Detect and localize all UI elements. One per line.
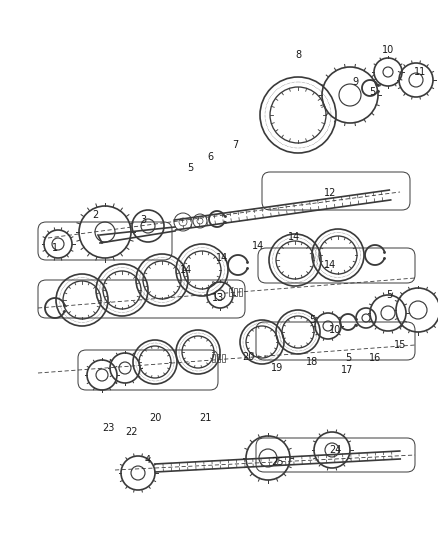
Bar: [239, 288, 242, 296]
Text: 23: 23: [102, 423, 114, 433]
Text: 21: 21: [199, 413, 211, 423]
Text: 18: 18: [306, 357, 318, 367]
Text: 12: 12: [324, 188, 336, 198]
Text: 9: 9: [352, 77, 358, 87]
Text: 14: 14: [216, 253, 228, 263]
Text: 14: 14: [324, 260, 336, 270]
Bar: [212, 354, 215, 362]
Text: 5: 5: [309, 315, 315, 325]
Text: 5: 5: [345, 353, 351, 363]
Bar: [217, 354, 220, 362]
Text: 3: 3: [140, 215, 146, 225]
Text: 10: 10: [382, 45, 394, 55]
Text: 5: 5: [386, 290, 392, 300]
Text: 14: 14: [180, 265, 192, 275]
Text: 13: 13: [212, 293, 224, 303]
Text: 24: 24: [329, 445, 341, 455]
Text: 25: 25: [272, 457, 284, 467]
Bar: [229, 288, 232, 296]
Text: 7: 7: [232, 140, 238, 150]
Text: 1: 1: [52, 243, 58, 253]
Bar: [222, 354, 225, 362]
Text: 20: 20: [149, 413, 161, 423]
Text: 17: 17: [341, 365, 353, 375]
Text: 15: 15: [394, 340, 406, 350]
Bar: [234, 288, 237, 296]
Text: 4: 4: [145, 455, 151, 465]
Text: 10: 10: [329, 325, 341, 335]
Text: 19: 19: [271, 363, 283, 373]
Text: 5: 5: [187, 163, 193, 173]
Text: 2: 2: [92, 210, 98, 220]
Text: 22: 22: [126, 427, 138, 437]
Text: 8: 8: [295, 50, 301, 60]
Text: 20: 20: [242, 352, 254, 362]
Text: 16: 16: [369, 353, 381, 363]
Text: 6: 6: [207, 152, 213, 162]
Text: 14: 14: [252, 241, 264, 251]
Text: 14: 14: [288, 232, 300, 242]
Text: 11: 11: [414, 67, 426, 77]
Text: 5: 5: [369, 87, 375, 97]
